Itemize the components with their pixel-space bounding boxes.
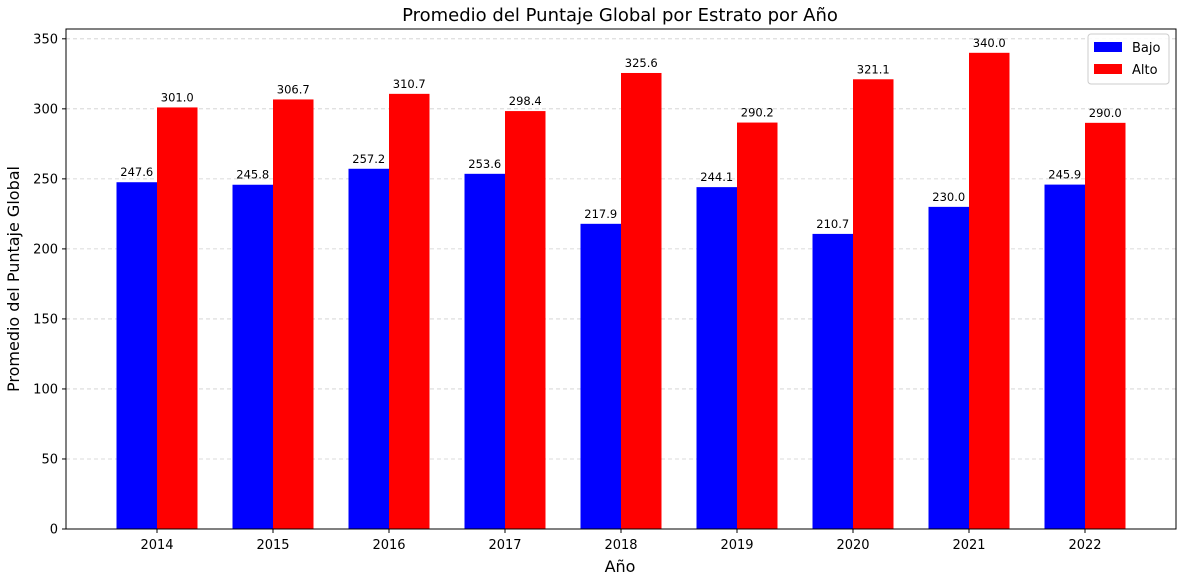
data-label-bajo-2017: 253.6 (468, 157, 501, 171)
data-label-alto-2022: 290.0 (1089, 106, 1122, 120)
x-tick-label-2022: 2022 (1068, 538, 1101, 553)
bar-alto-2015 (273, 99, 314, 529)
data-label-alto-2021: 340.0 (973, 36, 1006, 50)
bar-alto-2019 (737, 122, 778, 529)
x-tick-label-2021: 2021 (952, 538, 985, 553)
data-label-alto-2014: 301.0 (161, 90, 194, 104)
legend-label-bajo: Bajo (1132, 41, 1160, 56)
data-label-bajo-2020: 210.7 (816, 217, 849, 231)
x-tick-label-2016: 2016 (372, 538, 405, 553)
y-tick-label: 250 (33, 172, 58, 187)
bar-alto-2017 (505, 111, 546, 530)
x-tick-label-2020: 2020 (836, 538, 869, 553)
data-label-bajo-2019: 244.1 (700, 170, 733, 184)
chart-title: Promedio del Puntaje Global por Estrato … (402, 5, 838, 26)
legend-swatch-bajo (1094, 42, 1122, 52)
y-tick-label: 0 (50, 523, 58, 538)
x-axis-title: Año (605, 557, 636, 576)
y-tick-label: 350 (33, 32, 58, 47)
x-tick-label-2017: 2017 (488, 538, 521, 553)
bar-alto-2021 (969, 52, 1010, 530)
data-label-alto-2016: 310.7 (393, 77, 426, 91)
y-tick-label: 100 (33, 382, 58, 397)
y-tick-label: 200 (33, 242, 58, 257)
data-label-bajo-2015: 245.8 (236, 168, 269, 182)
bar-bajo-2021 (928, 206, 969, 529)
y-axis-title: Promedio del Puntaje Global (4, 166, 23, 392)
bar-alto-2020 (853, 79, 894, 529)
x-tick-label-2015: 2015 (256, 538, 289, 553)
data-labels: 247.6 301.0 245.8 306.7 257.2 310.7 253.6 298.4… (120, 36, 1121, 231)
bar-alto-2018 (621, 72, 662, 529)
data-label-bajo-2016: 257.2 (352, 152, 385, 166)
data-label-alto-2019: 290.2 (741, 106, 774, 120)
y-tick-label: 50 (41, 452, 58, 467)
x-tick-label-2019: 2019 (720, 538, 753, 553)
legend-swatch-alto (1094, 64, 1122, 74)
legend-label-alto: Alto (1132, 63, 1158, 78)
data-label-bajo-2018: 217.9 (584, 207, 617, 221)
legend: Bajo Alto (1087, 33, 1170, 85)
bar-bajo-2015 (232, 184, 273, 529)
x-tick-label-2014: 2014 (140, 538, 173, 553)
y-tick-label: 150 (33, 312, 58, 327)
bar-bajo-2022 (1044, 184, 1085, 529)
data-label-bajo-2021: 230.0 (932, 190, 965, 204)
bar-alto-2022 (1085, 122, 1126, 530)
bar-bajo-2018 (580, 223, 621, 529)
bar-bajo-2014 (116, 182, 157, 529)
data-label-bajo-2014: 247.6 (120, 165, 153, 179)
data-label-alto-2018: 325.6 (625, 56, 658, 70)
plot-frame (65, 28, 1177, 530)
axes: 0 50 100 150 200 250 300 350 2014 2015 2016 2017 201… (33, 28, 1177, 553)
bar-alto-2016 (389, 93, 430, 529)
y-tick-label: 300 (33, 102, 58, 117)
x-tick-label-2018: 2018 (604, 538, 637, 553)
bar-alto-2014 (157, 107, 198, 530)
bar-bajo-2017 (464, 173, 505, 529)
data-label-alto-2020: 321.1 (857, 62, 890, 76)
data-label-alto-2015: 306.7 (277, 82, 310, 96)
bars (116, 52, 1126, 530)
bar-bajo-2020 (812, 233, 853, 529)
data-label-bajo-2022: 245.9 (1048, 168, 1081, 182)
data-label-alto-2017: 298.4 (509, 94, 542, 108)
bar-bajo-2016 (348, 168, 389, 529)
bar-bajo-2019 (696, 187, 737, 530)
